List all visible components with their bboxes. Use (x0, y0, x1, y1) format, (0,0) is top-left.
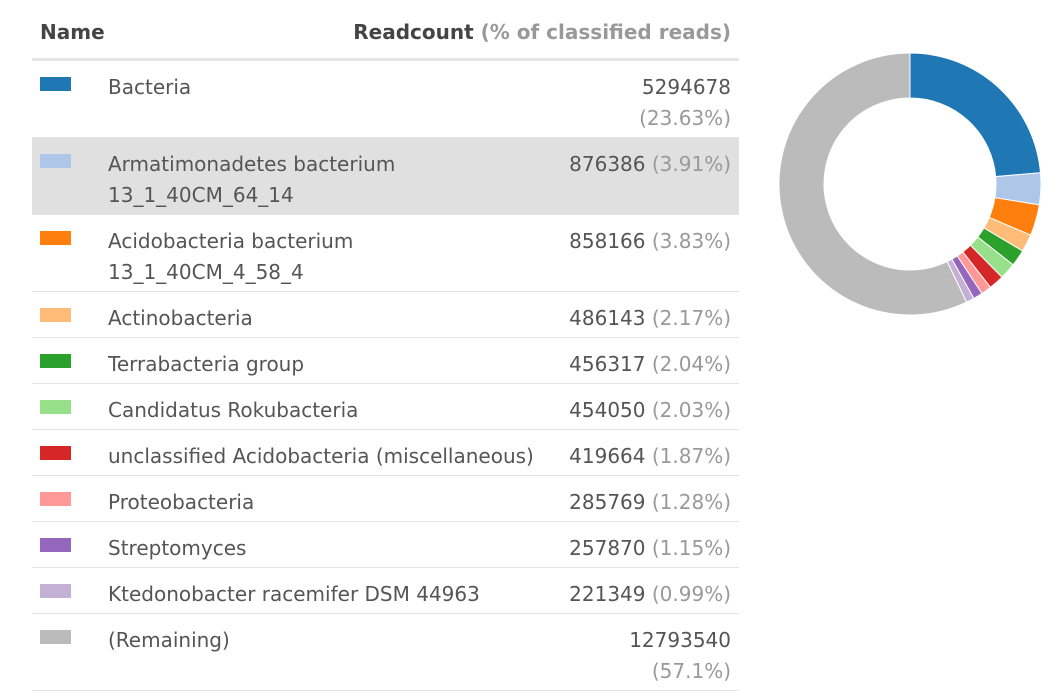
donut-chart (778, 52, 1042, 316)
taxon-name: Ktedonobacter racemifer DSM 44963 (108, 582, 480, 606)
taxon-name: Candidatus Rokubacteria (108, 398, 359, 422)
legend-swatch (40, 354, 71, 368)
taxon-name: Acidobacteria bacterium 13_1_40CM_4_58_4 (108, 229, 354, 284)
readcount-cell: 257870 (1.15%) (569, 533, 731, 564)
name-column-header: Name (40, 20, 105, 44)
readcount-value: 5294678 (641, 75, 731, 99)
readcount-value: 419664 (569, 444, 646, 468)
readcount-percent: (3.91%) (651, 152, 731, 176)
table-row[interactable]: Candidatus Rokubacteria 454050 (2.03%) (32, 384, 739, 430)
legend-swatch (40, 77, 71, 91)
table-row[interactable]: Streptomyces 257870 (1.15%) (32, 522, 739, 568)
table-row[interactable]: Ktedonobacter racemifer DSM 44963 221349 … (32, 568, 739, 614)
percent-header-label: (% of classified reads) (480, 20, 731, 44)
readcount-column-header: Readcount (% of classified reads) (353, 20, 731, 44)
readcount-percent: (0.99%) (651, 582, 731, 606)
legend-swatch (40, 630, 71, 644)
taxon-name: Proteobacteria (108, 490, 255, 514)
taxon-name: Actinobacteria (108, 306, 253, 330)
taxon-name: Bacteria (108, 75, 192, 99)
readcount-percent: (2.03%) (651, 398, 731, 422)
table-row[interactable]: Proteobacteria 285769 (1.28%) (32, 476, 739, 522)
donut-slice[interactable] (778, 52, 968, 316)
readcount-value: 221349 (569, 582, 646, 606)
readcount-percent: (1.87%) (651, 444, 731, 468)
readcount-percent: (23.63%) (639, 106, 731, 130)
table-row[interactable]: unclassified Acidobacteria (miscellaneou… (32, 430, 739, 476)
readcount-value: 876386 (569, 152, 646, 176)
legend-swatch (40, 584, 71, 598)
readcount-percent: (2.17%) (651, 306, 731, 330)
readcount-value: 456317 (569, 352, 646, 376)
table-row[interactable]: (Remaining) 12793540 (57.1%) (32, 614, 739, 691)
legend-swatch (40, 231, 71, 245)
readcount-cell: 419664 (1.87%) (569, 441, 731, 472)
taxon-name: (Remaining) (108, 628, 230, 652)
donut-slice[interactable] (909, 52, 1042, 178)
table-row[interactable]: Acidobacteria bacterium 13_1_40CM_4_58_4… (32, 215, 739, 292)
readcount-value: 12793540 (629, 628, 731, 652)
readcount-percent: (57.1%) (651, 659, 731, 683)
table-row[interactable]: Actinobacteria 486143 (2.17%) (32, 292, 739, 338)
legend-swatch (40, 400, 71, 414)
legend-swatch (40, 308, 71, 322)
readcount-cell: 5294678 (23.63%) (639, 72, 731, 134)
readcount-cell: 486143 (2.17%) (569, 303, 731, 334)
table-row[interactable]: Bacteria 5294678 (23.63%) (32, 61, 739, 138)
readcount-value: 257870 (569, 536, 646, 560)
table-row[interactable]: Armatimonadetes bacterium 13_1_40CM_64_1… (32, 138, 739, 215)
table-header: Name Readcount (% of classified reads) (32, 0, 739, 61)
taxa-table: Name Readcount (% of classified reads) B… (32, 0, 739, 691)
readcount-cell: 876386 (3.91%) (569, 149, 731, 180)
readcount-cell: 454050 (2.03%) (569, 395, 731, 426)
readcount-percent: (3.83%) (651, 229, 731, 253)
readcount-value: 858166 (569, 229, 646, 253)
legend-swatch (40, 446, 71, 460)
table-body: Bacteria 5294678 (23.63%) Armatimonadetes b… (32, 61, 739, 691)
table-row[interactable]: Terrabacteria group 456317 (2.04%) (32, 338, 739, 384)
readcount-percent: (1.15%) (651, 536, 731, 560)
taxon-name: Terrabacteria group (108, 352, 305, 376)
readcount-cell: 12793540 (57.1%) (629, 625, 731, 687)
readcount-value: 486143 (569, 306, 646, 330)
legend-swatch (40, 154, 71, 168)
readcount-percent: (1.28%) (651, 490, 731, 514)
taxon-name: unclassified Acidobacteria (miscellaneou… (108, 444, 534, 468)
legend-swatch (40, 492, 71, 506)
taxon-name: Armatimonadetes bacterium 13_1_40CM_64_1… (108, 152, 396, 207)
readcount-cell: 285769 (1.28%) (569, 487, 731, 518)
taxon-name: Streptomyces (108, 536, 247, 560)
readcount-cell: 456317 (2.04%) (569, 349, 731, 380)
readcount-percent: (2.04%) (651, 352, 731, 376)
readcount-header-label: Readcount (353, 20, 474, 44)
legend-swatch (40, 538, 71, 552)
readcount-cell: 221349 (0.99%) (569, 579, 731, 610)
readcount-cell: 858166 (3.83%) (569, 226, 731, 257)
readcount-value: 285769 (569, 490, 646, 514)
readcount-value: 454050 (569, 398, 646, 422)
